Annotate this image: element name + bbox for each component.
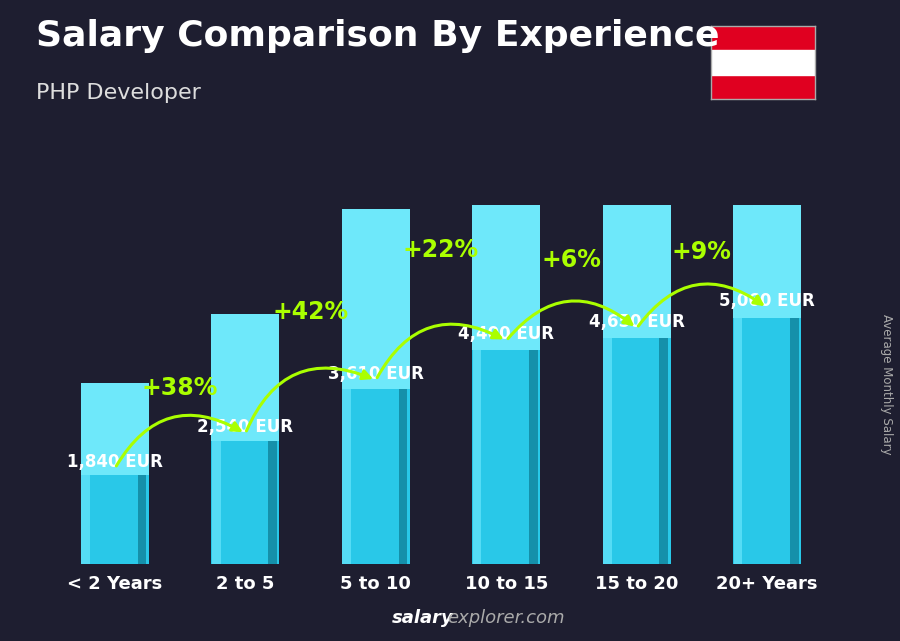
Bar	[138, 472, 147, 564]
Bar	[342, 384, 410, 564]
Bar	[81, 383, 148, 474]
Text: +6%: +6%	[542, 248, 601, 272]
Bar	[212, 314, 279, 440]
Bar	[472, 345, 540, 564]
Bar	[81, 472, 148, 564]
Text: +42%: +42%	[273, 300, 348, 324]
Bar	[660, 332, 668, 564]
Text: 4,650 EUR: 4,650 EUR	[589, 313, 685, 331]
Text: 2,540 EUR: 2,540 EUR	[197, 418, 293, 436]
Text: 1,840 EUR: 1,840 EUR	[67, 453, 163, 471]
Text: +9%: +9%	[672, 240, 732, 264]
Bar	[711, 50, 814, 75]
Bar	[603, 332, 670, 564]
Bar	[268, 437, 277, 564]
Text: Salary Comparison By Experience: Salary Comparison By Experience	[36, 19, 719, 53]
Bar	[342, 384, 351, 564]
Bar	[790, 312, 798, 564]
Text: +22%: +22%	[403, 238, 479, 262]
Bar	[529, 345, 538, 564]
Bar	[603, 106, 670, 338]
Bar	[734, 66, 801, 318]
Bar	[472, 345, 482, 564]
Bar	[603, 332, 612, 564]
Bar	[734, 312, 801, 564]
Bar	[212, 437, 279, 564]
Bar	[81, 472, 90, 564]
Text: explorer.com: explorer.com	[447, 609, 565, 627]
Text: PHP Developer: PHP Developer	[36, 83, 201, 103]
Bar	[734, 312, 742, 564]
Bar	[472, 131, 540, 350]
Text: Average Monthly Salary: Average Monthly Salary	[880, 314, 893, 455]
Text: 4,400 EUR: 4,400 EUR	[458, 325, 554, 343]
Bar	[212, 437, 220, 564]
Bar	[399, 384, 408, 564]
Bar	[342, 208, 410, 388]
Text: 5,060 EUR: 5,060 EUR	[719, 292, 815, 310]
Text: 3,610 EUR: 3,610 EUR	[328, 365, 424, 383]
Text: +38%: +38%	[142, 376, 219, 399]
Text: salary: salary	[392, 609, 454, 627]
